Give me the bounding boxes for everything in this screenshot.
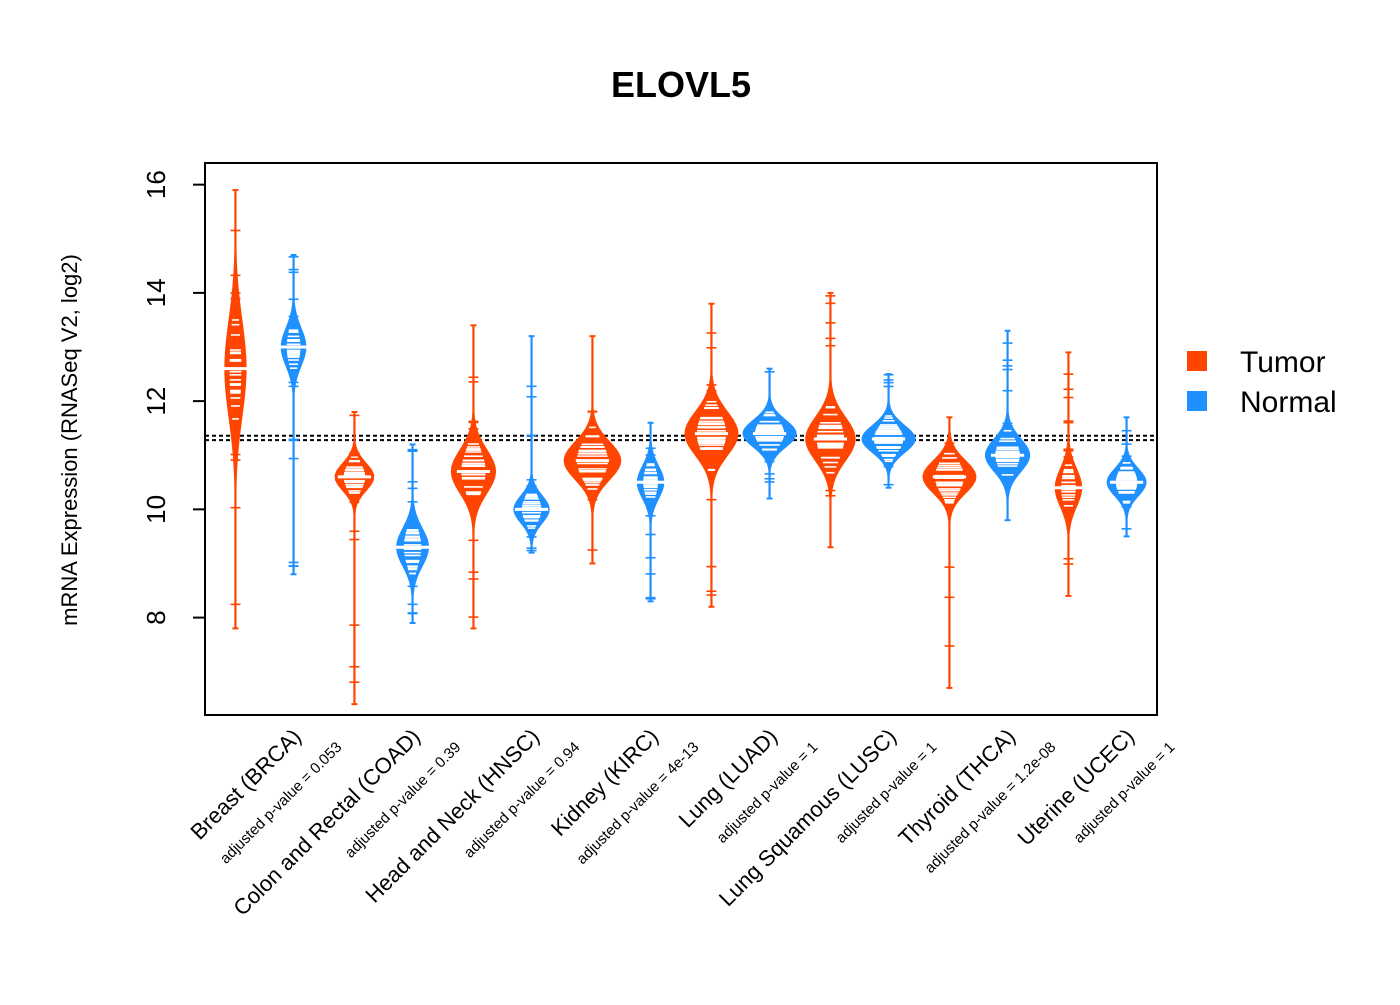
y-tick-label: 12 xyxy=(141,387,171,416)
chart-title: ELOVL5 xyxy=(611,64,751,105)
legend-label-normal: Normal xyxy=(1240,386,1337,419)
tumor-bean-density xyxy=(450,324,497,629)
legend: Tumor Normal xyxy=(1187,346,1337,419)
category-group xyxy=(450,324,550,630)
legend-swatch-normal xyxy=(1187,391,1207,411)
y-tick-label: 14 xyxy=(141,278,171,307)
legend-label-tumor: Tumor xyxy=(1240,346,1326,379)
category-group xyxy=(805,291,916,549)
legend-swatch-tumor xyxy=(1187,351,1207,371)
category-group xyxy=(922,329,1031,689)
plot-frame xyxy=(204,162,1158,716)
tumor-bean-density xyxy=(805,292,856,548)
tumor-bean-density xyxy=(224,189,247,629)
category-group xyxy=(563,335,668,603)
y-tick-label: 10 xyxy=(141,495,171,524)
plot-area: 8 10 12 14 16 xyxy=(141,162,1158,716)
y-tick-label: 8 xyxy=(141,610,171,624)
category-group xyxy=(1051,351,1147,597)
category-group xyxy=(334,410,430,706)
tumor-bean-density xyxy=(684,303,739,608)
category-group xyxy=(684,302,797,608)
y-axis-label: mRNA Expression (RNASeq V2, log2) xyxy=(57,254,82,626)
y-tick-label: 16 xyxy=(141,170,171,199)
x-axis-labels: Breast (BRCA)adjusted p-value = 0.053Col… xyxy=(185,724,1178,921)
normal-bean-density xyxy=(280,254,307,575)
category-group xyxy=(218,189,311,630)
